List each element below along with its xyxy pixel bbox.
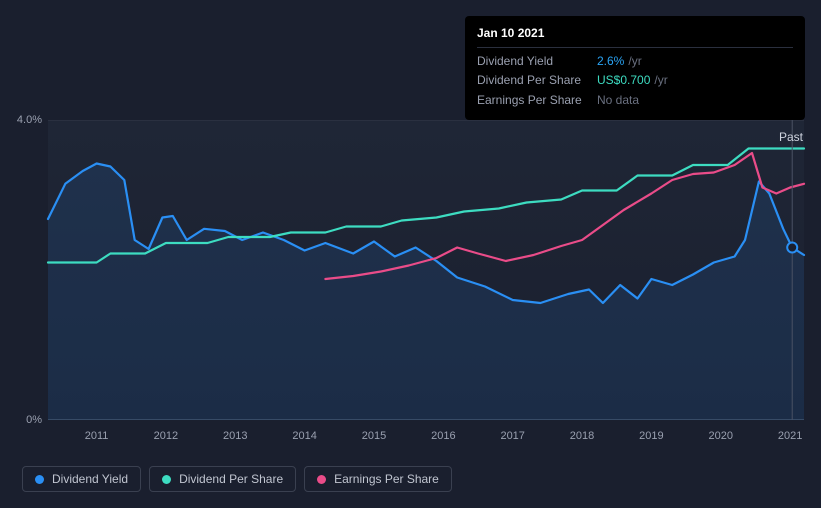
- legend-label: Dividend Yield: [52, 472, 128, 486]
- tooltip-date: Jan 10 2021: [477, 24, 793, 48]
- legend-item-dividend-per-share[interactable]: Dividend Per Share: [149, 466, 296, 492]
- y-axis-min-label: 0%: [26, 414, 42, 426]
- x-axis-labels: 2011 2012 2013 2014 2015 2016 2017 2018 2019 2020…: [48, 430, 804, 448]
- chart-plot-area: 4.0% 0%: [48, 120, 804, 420]
- legend-dot-icon: [317, 475, 326, 484]
- x-axis-tick: 2015: [362, 430, 386, 442]
- x-axis-tick: 2014: [292, 430, 316, 442]
- x-axis-tick: 2021: [778, 430, 802, 442]
- tooltip-row-suffix: /yr: [628, 52, 641, 71]
- tooltip-row-value: US$0.700: [597, 71, 650, 90]
- x-axis-tick: 2011: [85, 430, 109, 442]
- x-axis-tick: 2012: [154, 430, 178, 442]
- legend-label: Dividend Per Share: [179, 472, 283, 486]
- legend-dot-icon: [162, 475, 171, 484]
- tooltip-row: Dividend Yield2.6% /yr: [477, 52, 793, 71]
- legend-item-dividend-yield[interactable]: Dividend Yield: [22, 466, 141, 492]
- past-label: Past: [779, 130, 803, 144]
- x-axis-tick: 2017: [500, 430, 524, 442]
- tooltip-row-suffix: /yr: [654, 71, 667, 90]
- legend-dot-icon: [35, 475, 44, 484]
- tooltip-row-value: No data: [597, 91, 639, 110]
- legend-label: Earnings Per Share: [334, 472, 439, 486]
- chart-tooltip: Jan 10 2021 Dividend Yield2.6%/yrDividen…: [465, 16, 805, 120]
- tooltip-row: Dividend Per ShareUS$0.700/yr: [477, 71, 793, 90]
- tooltip-row-label: Dividend Per Share: [477, 71, 597, 90]
- chart-legend: Dividend Yield Dividend Per Share Earnin…: [22, 466, 452, 492]
- x-axis-tick: 2020: [709, 430, 733, 442]
- x-axis-tick: 2018: [570, 430, 594, 442]
- tooltip-row: Earnings Per ShareNo data: [477, 91, 793, 110]
- tooltip-row-label: Earnings Per Share: [477, 91, 597, 110]
- tooltip-row-value: 2.6%: [597, 52, 624, 71]
- tooltip-row-label: Dividend Yield: [477, 52, 597, 71]
- x-axis-tick: 2016: [431, 430, 455, 442]
- x-axis-tick: 2013: [223, 430, 247, 442]
- y-axis-max-label: 4.0%: [17, 114, 42, 126]
- legend-item-earnings-per-share[interactable]: Earnings Per Share: [304, 466, 452, 492]
- chart-svg: [48, 120, 804, 420]
- x-axis-tick: 2019: [639, 430, 663, 442]
